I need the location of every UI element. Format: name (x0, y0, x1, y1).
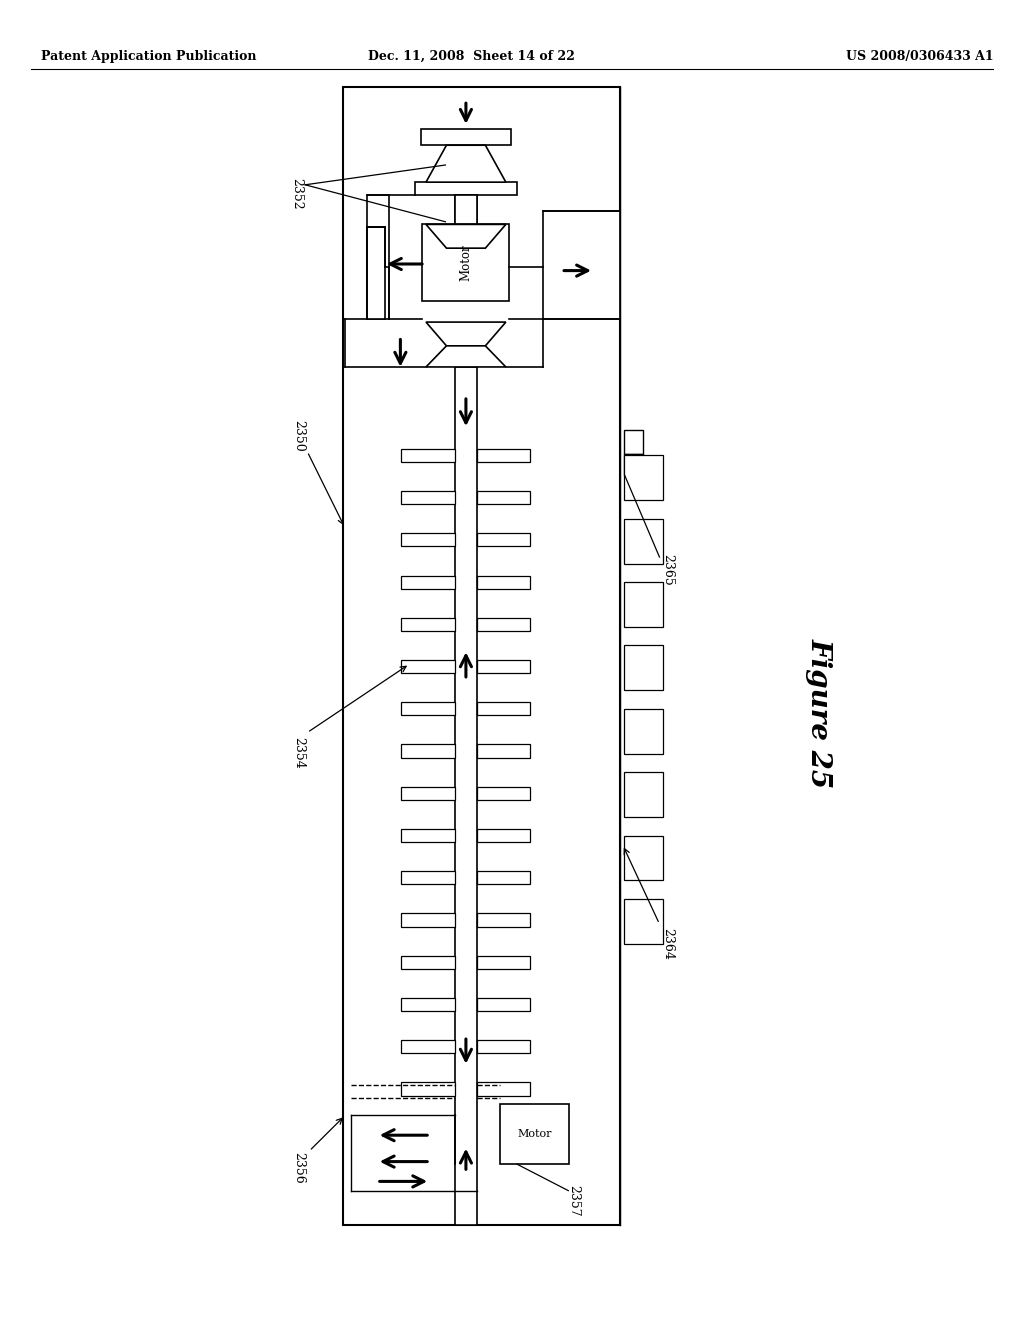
Bar (624, 709, 663, 754)
Text: 2364: 2364 (662, 928, 674, 960)
Text: 2357: 2357 (567, 1185, 580, 1217)
Bar (624, 430, 643, 454)
Bar (477, 787, 530, 800)
Bar (401, 491, 455, 504)
Text: Motor: Motor (459, 244, 472, 281)
Bar (401, 956, 455, 969)
Bar (401, 449, 455, 462)
Bar (624, 836, 663, 880)
Polygon shape (426, 346, 506, 367)
Bar (343, 87, 620, 1225)
Bar (624, 772, 663, 817)
Text: Dec. 11, 2008  Sheet 14 of 22: Dec. 11, 2008 Sheet 14 of 22 (368, 50, 574, 63)
Bar (401, 871, 455, 884)
Bar (415, 182, 517, 195)
Bar (477, 829, 530, 842)
Bar (477, 449, 530, 462)
Bar (455, 195, 477, 248)
Bar (421, 129, 511, 145)
Bar (401, 829, 455, 842)
Bar (401, 1082, 455, 1096)
Bar (477, 956, 530, 969)
Bar (367, 195, 389, 319)
Bar (477, 576, 530, 589)
Bar (367, 227, 385, 319)
Polygon shape (426, 145, 506, 182)
Bar (401, 576, 455, 589)
Text: 2354: 2354 (293, 737, 305, 768)
Bar (624, 899, 663, 944)
Text: 2365: 2365 (662, 554, 674, 586)
Bar (401, 618, 455, 631)
Text: US 2008/0306433 A1: US 2008/0306433 A1 (846, 50, 993, 63)
Bar (624, 519, 663, 564)
Polygon shape (426, 322, 506, 346)
Bar (455, 367, 477, 1225)
Bar (624, 582, 663, 627)
Bar (401, 1040, 455, 1053)
Bar (477, 533, 530, 546)
Bar (401, 660, 455, 673)
Bar (477, 913, 530, 927)
Bar (543, 211, 620, 319)
Bar (624, 454, 643, 465)
Bar (455, 195, 477, 224)
Bar (477, 744, 530, 758)
Bar (422, 224, 509, 301)
Bar (624, 455, 663, 500)
Bar (401, 998, 455, 1011)
Bar (477, 618, 530, 631)
Bar (401, 702, 455, 715)
Bar (477, 871, 530, 884)
Text: 2352: 2352 (291, 178, 303, 210)
Bar (401, 744, 455, 758)
Bar (477, 491, 530, 504)
Text: Motor: Motor (517, 1129, 552, 1139)
Bar (401, 787, 455, 800)
Bar (401, 913, 455, 927)
Bar (477, 702, 530, 715)
Text: Patent Application Publication: Patent Application Publication (41, 50, 256, 63)
Bar (477, 998, 530, 1011)
Bar (477, 660, 530, 673)
Text: 2350: 2350 (293, 420, 305, 451)
Bar (401, 533, 455, 546)
Polygon shape (426, 224, 506, 248)
Text: Figure 25: Figure 25 (806, 638, 833, 788)
Text: 2356: 2356 (293, 1152, 305, 1184)
Bar (624, 645, 663, 690)
Bar (477, 1040, 530, 1053)
Bar (500, 1104, 569, 1164)
Bar (624, 465, 635, 475)
Bar (477, 1082, 530, 1096)
